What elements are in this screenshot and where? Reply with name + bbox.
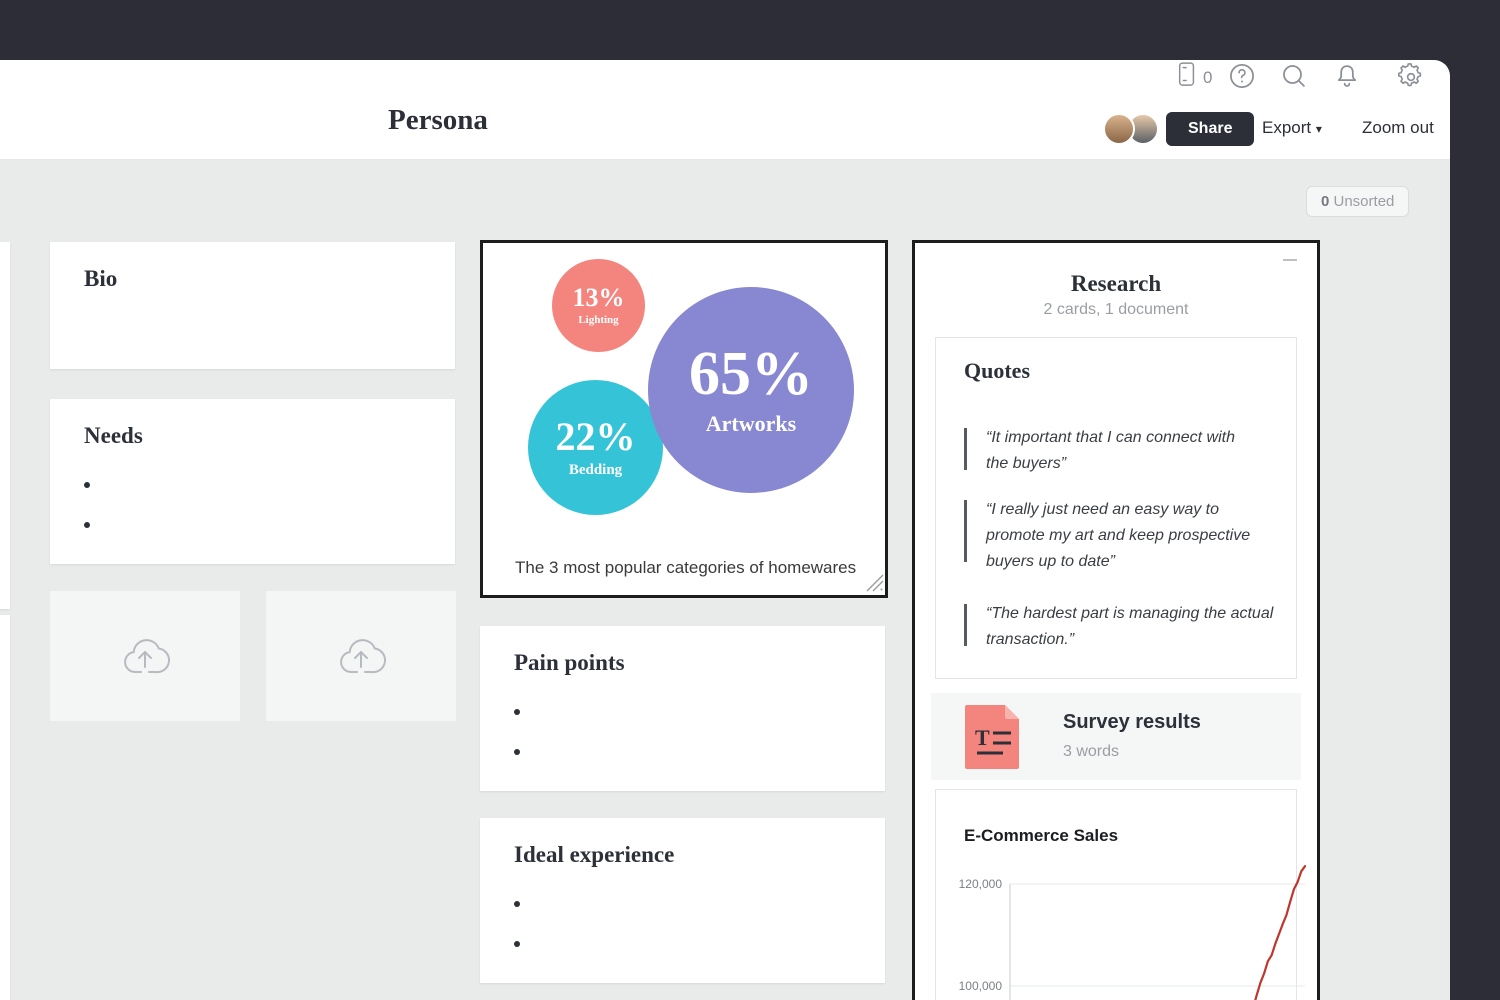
svg-text:120,000: 120,000 bbox=[959, 877, 1003, 891]
svg-text:T: T bbox=[975, 725, 990, 750]
svg-text:100,000: 100,000 bbox=[959, 979, 1003, 993]
